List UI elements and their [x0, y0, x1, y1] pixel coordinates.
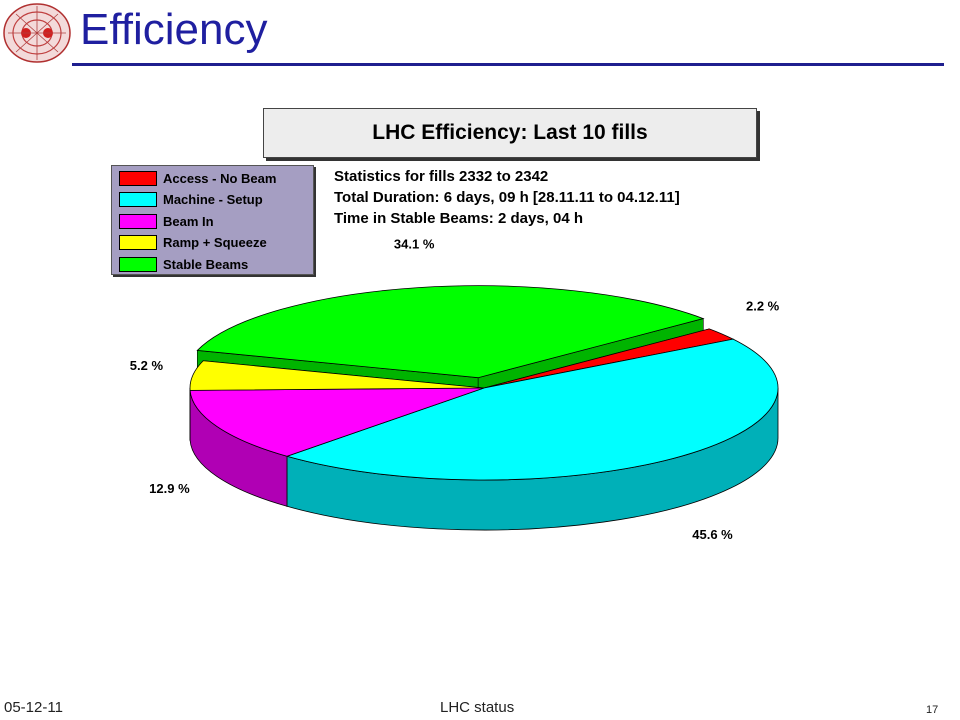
legend-label: Ramp + Squeeze	[163, 234, 267, 250]
pie-slice	[189, 387, 485, 457]
legend-swatch	[119, 213, 157, 229]
legend-label: Access - No Beam	[163, 170, 277, 186]
slide-title: Efficiency	[80, 5, 268, 54]
pie-data-label: 2.2 %	[746, 298, 780, 313]
pie-data-label: 12.9 %	[149, 481, 190, 496]
pie-slice	[189, 360, 485, 391]
legend-item: Beam In	[119, 212, 214, 230]
pie-data-label: 45.6 %	[692, 527, 733, 542]
chart-title-box: LHC Efficiency: Last 10 fills	[263, 108, 757, 158]
pie-slice	[196, 285, 705, 379]
stats-fills-range: Statistics for fills 2332 to 2342	[334, 168, 549, 185]
pie-data-label: 34.1 %	[394, 236, 435, 251]
legend-label: Beam In	[163, 213, 214, 229]
legend-swatch	[119, 256, 157, 272]
chart-title: LHC Efficiency: Last 10 fills	[372, 121, 648, 144]
legend-item: Ramp + Squeeze	[119, 233, 267, 251]
legend-item: Stable Beams	[119, 255, 248, 273]
legend-swatch	[119, 234, 157, 250]
legend-swatch	[119, 191, 157, 207]
legend-item: Access - No Beam	[119, 169, 276, 187]
legend-label: Machine - Setup	[163, 191, 263, 207]
legend-label: Stable Beams	[163, 256, 249, 272]
stats-stable-beams-time: Time in Stable Beams: 2 days, 04 h	[334, 210, 583, 227]
pie-data-label: 5.2 %	[130, 358, 164, 373]
legend-swatch	[119, 170, 157, 186]
page-number: 17	[926, 704, 939, 716]
pie-slice	[285, 338, 779, 481]
stats-total-duration: Total Duration: 6 days, 09 h [28.11.11 t…	[334, 189, 680, 206]
legend-item: Machine - Setup	[119, 190, 263, 208]
title-divider	[72, 63, 944, 66]
chart-legend: Access - No Beam Machine - Setup Beam In…	[111, 165, 314, 275]
footer-title: LHC status	[440, 699, 515, 716]
footer-date: 05-12-11	[4, 699, 63, 716]
lhc-logo-icon	[3, 3, 71, 63]
fill-statistics: Statistics for fills 2332 to 2342 Total …	[334, 166, 680, 229]
